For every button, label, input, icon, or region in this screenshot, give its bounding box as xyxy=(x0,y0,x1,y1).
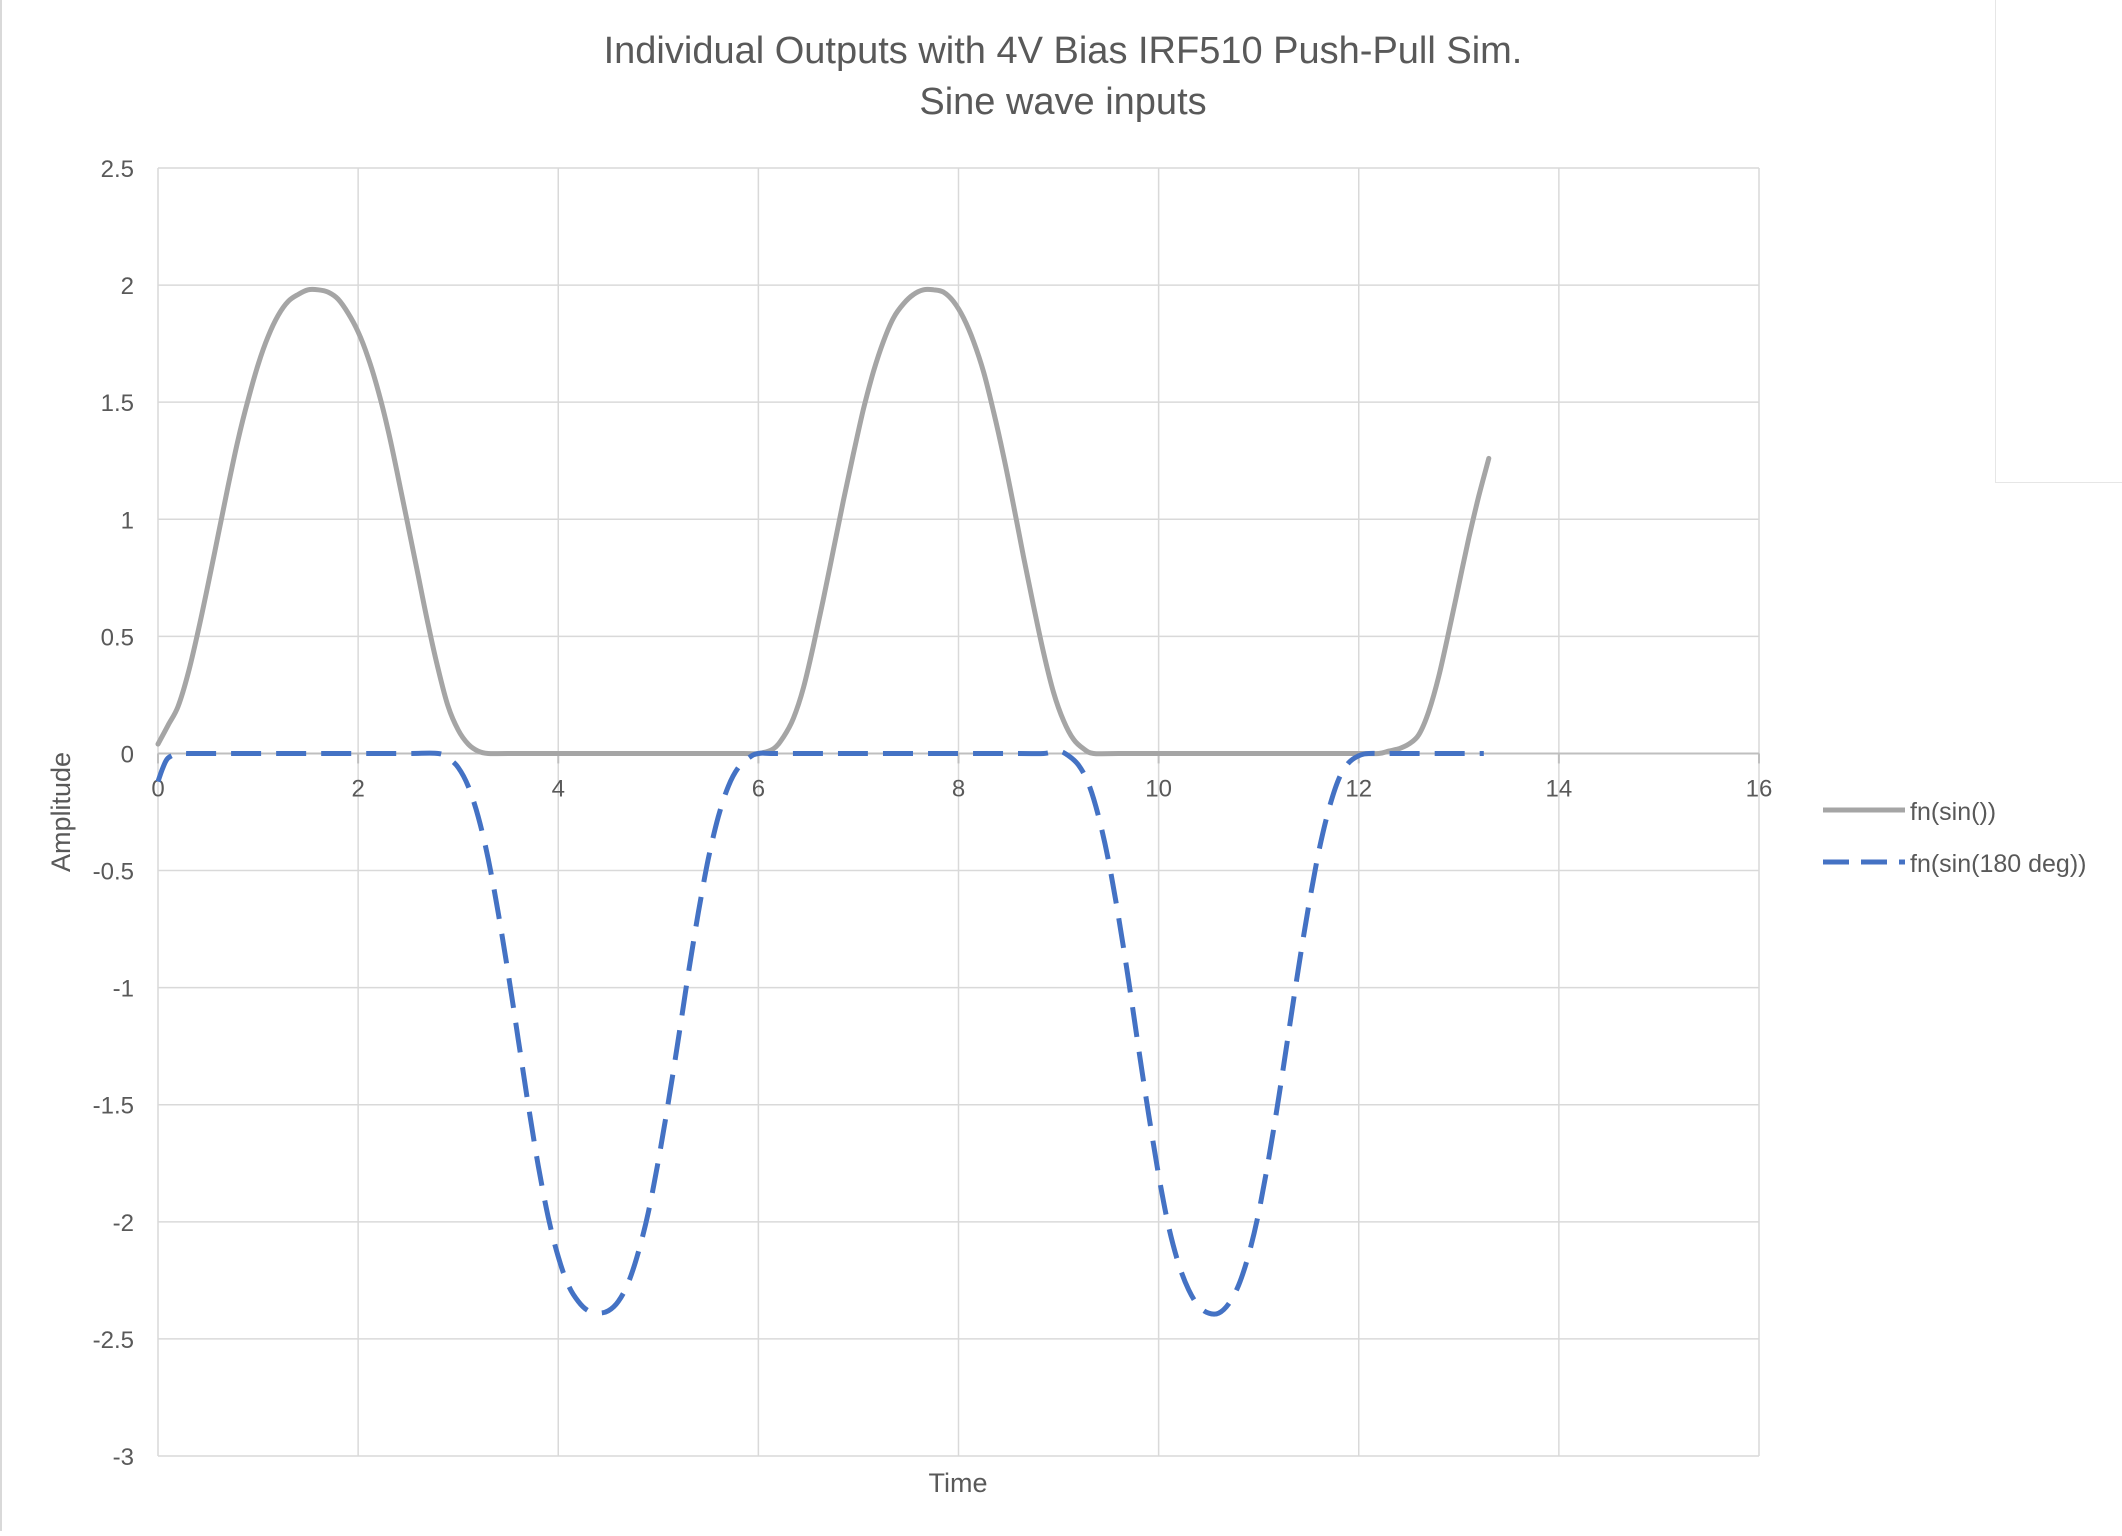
y-tick-label: -2.5 xyxy=(93,1327,134,1354)
y-tick-label: 2.5 xyxy=(101,156,134,183)
chart-subtitle: Sine wave inputs xyxy=(919,81,1206,123)
x-axis-title: Time xyxy=(929,1468,988,1498)
y-tick-label: 0.5 xyxy=(101,624,134,651)
x-tick-label: 14 xyxy=(1546,775,1573,802)
y-tick-label: -0.5 xyxy=(93,859,134,886)
x-tick-label: 12 xyxy=(1345,775,1372,802)
x-tick-label: 10 xyxy=(1145,775,1172,802)
x-tick-label: 0 xyxy=(151,775,164,802)
legend: fn(sin()) fn(sin(180 deg)) xyxy=(1823,798,2086,878)
y-tick-label: 2 xyxy=(121,273,134,300)
y-tick-label: 1.5 xyxy=(101,390,134,417)
x-tick-label: 6 xyxy=(752,775,765,802)
y-tick-label: 1 xyxy=(121,507,134,534)
x-tick-label: 8 xyxy=(952,775,965,802)
y-tick-label: -1.5 xyxy=(93,1093,134,1120)
y-axis-title: Amplitude xyxy=(46,752,76,872)
side-panel xyxy=(1995,0,2122,483)
window-edge xyxy=(0,0,2,1531)
gridlines xyxy=(157,167,1760,1457)
series-line-1 xyxy=(155,286,1492,757)
x-tick-label: 2 xyxy=(351,775,364,802)
chart-title: Individual Outputs with 4V Bias IRF510 P… xyxy=(604,30,1523,72)
axes: 2.5 2 1.5 1 0.5 0 -0.5 -1 -1.5 -2 -2.5 -3 0 2 4 6 8 10 12 1… xyxy=(93,156,1773,1471)
series-lines xyxy=(155,286,1492,1317)
legend-label-series-2: fn(sin(180 deg)) xyxy=(1910,850,2086,878)
y-tick-label: -2 xyxy=(113,1210,134,1237)
y-tick-label: 0 xyxy=(121,741,134,768)
x-tick-label: 4 xyxy=(552,775,565,802)
y-tick-label: -1 xyxy=(113,976,134,1003)
series-line-2 xyxy=(155,748,1484,1317)
legend-label-series-1: fn(sin()) xyxy=(1910,798,1996,826)
x-tick-label: 16 xyxy=(1746,775,1773,802)
y-tick-label: -3 xyxy=(113,1444,134,1471)
